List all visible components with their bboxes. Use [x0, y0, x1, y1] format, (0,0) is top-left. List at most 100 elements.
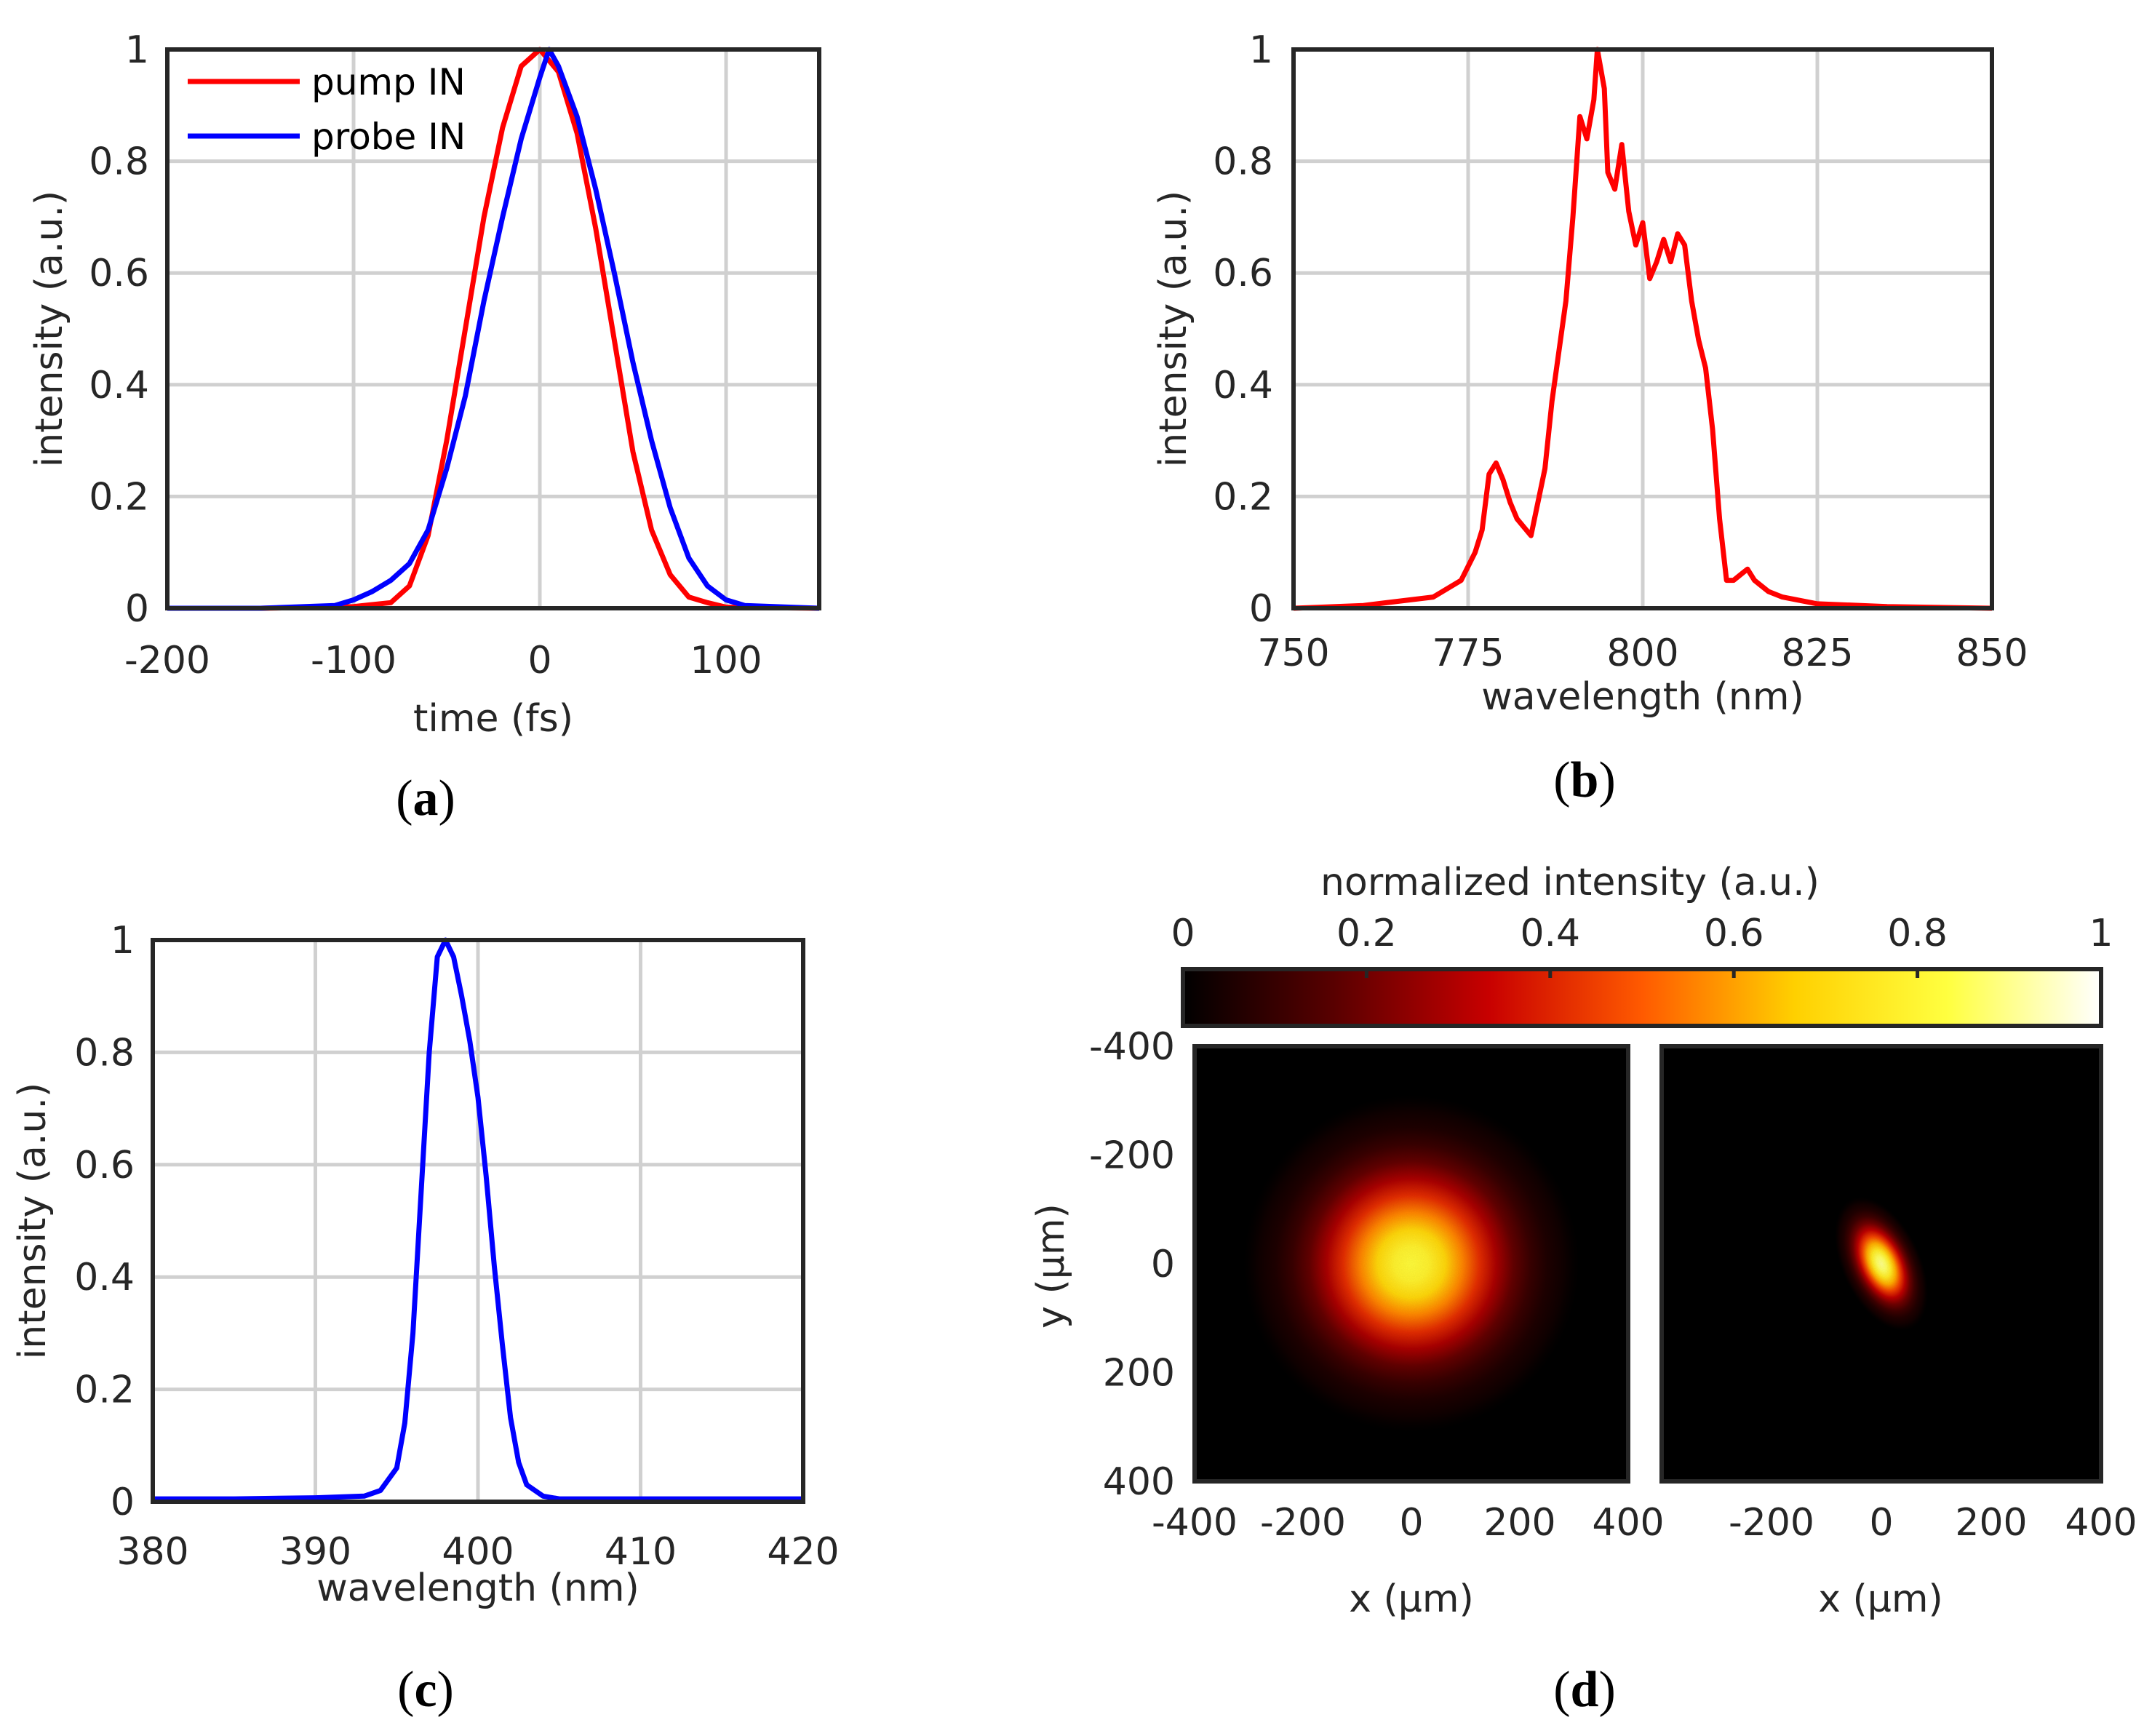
- x-tick-label: 420: [767, 1530, 839, 1574]
- x-tick-label: 750: [1257, 632, 1329, 675]
- y-tick-label: 0.8: [1213, 140, 1273, 184]
- y-tick-label: 0: [1249, 587, 1273, 631]
- y-ticks-c: 0 0.2 0.4 0.6 0.8 1: [74, 919, 135, 1524]
- series-lines-c: [153, 937, 803, 1502]
- x-axis-label-a: time (fs): [413, 697, 573, 741]
- colorbar-tick-label: 0.6: [1704, 912, 1764, 955]
- y-axis-label-d: y (μm): [1029, 1203, 1073, 1329]
- panel-c-probe-spectrum: 380 390 400 410 420 0 0.2 0.4 0.6 0.8 1 wavelengt…: [11, 919, 840, 1718]
- x-axis-label-c: wavelength (nm): [316, 1566, 639, 1610]
- x-axis-label-d-pump: x (μm): [1349, 1577, 1474, 1621]
- x-tick-label: 825: [1781, 632, 1853, 675]
- x-ticks-b: 750 775 800 825 850: [1257, 632, 2028, 675]
- y-tick-label: 200: [1103, 1352, 1175, 1395]
- panel-letter-b: b: [1571, 752, 1599, 808]
- panel-d-beam-profiles: normalized intensity (a.u.) 0 0.2 0.4 0.6 0.…: [1029, 861, 2137, 1718]
- y-tick-label: 0.8: [74, 1031, 135, 1075]
- legend-label-pump: pump IN: [311, 61, 466, 103]
- x-tick-label: 390: [279, 1530, 351, 1574]
- series-line-spectrum: [153, 937, 803, 1502]
- y-tick-label: 0.2: [1213, 475, 1273, 519]
- panel-label-b: (b): [1553, 752, 1616, 808]
- colorbar-tick-label: 0.8: [1887, 912, 1948, 955]
- y-tick-label: 0: [1151, 1243, 1175, 1286]
- axes-frame-a: [165, 47, 821, 610]
- x-tick-label: 100: [690, 639, 762, 682]
- x-axis-label-d-probe: x (μm): [1818, 1577, 1943, 1621]
- y-ticks-d: -400 -200 0 200 400: [1089, 1025, 1175, 1504]
- panel-b-pump-spectrum: 750 775 800 825 850 0 0.2 0.4 0.6 0.8 1 wavelengt…: [1152, 28, 2028, 808]
- y-ticks-a: 0 0.2 0.4 0.6 0.8 1: [89, 28, 149, 631]
- x-tick-label: 0: [1399, 1501, 1423, 1545]
- x-tick-label: 400: [2065, 1501, 2137, 1545]
- y-tick-label: 0.4: [74, 1256, 135, 1299]
- x-tick-label: 0: [1869, 1501, 1893, 1545]
- beam-image-pump-frame: [1192, 1044, 1630, 1484]
- y-tick-label: -200: [1089, 1134, 1175, 1178]
- y-tick-label: 0: [125, 587, 149, 631]
- y-tick-label: 0.2: [89, 475, 149, 519]
- x-tick-label: 380: [116, 1530, 188, 1574]
- beam-image-probe-noise: [1662, 1046, 2101, 1481]
- beam-image-probe: [1659, 1044, 2103, 1484]
- x-tick-label: -400: [1152, 1501, 1238, 1545]
- colorbar-tick-label: 0: [1171, 912, 1195, 955]
- y-axis-label-b: intensity (a.u.): [1152, 191, 1195, 467]
- x-ticks-a: -200 -100 0 100: [124, 639, 762, 682]
- panel-label-a: (a): [396, 771, 455, 827]
- x-tick-label: -200: [124, 639, 210, 682]
- axes-frame-b: [1291, 47, 1994, 610]
- x-tick-label: -200: [1260, 1501, 1346, 1545]
- beam-image-probe-frame: [1659, 1044, 2103, 1484]
- beam-image-pump-noise: [1195, 1046, 1628, 1481]
- plot-area-a: [167, 49, 819, 608]
- legend-label-probe: probe IN: [311, 116, 466, 158]
- y-tick-label: 400: [1103, 1460, 1175, 1504]
- panel-letter-c: c: [414, 1662, 437, 1718]
- y-axis-label-c: intensity (a.u.): [11, 1083, 55, 1359]
- series-line-probe-in: [167, 47, 820, 611]
- panel-letter-d: d: [1571, 1662, 1599, 1718]
- y-tick-label: 0.4: [1213, 364, 1273, 407]
- y-tick-label: 0.6: [89, 252, 149, 295]
- y-tick-label: 1: [111, 919, 135, 963]
- x-tick-label: -200: [1729, 1501, 1814, 1545]
- y-tick-label: 0.6: [74, 1144, 135, 1187]
- y-tick-label: 0.6: [1213, 252, 1273, 295]
- panel-letter-a: a: [413, 771, 439, 827]
- x-tick-label: 850: [1956, 632, 2028, 675]
- series-line-spectrum: [1293, 47, 1993, 611]
- x-ticks-d-probe: -200 0 200 400: [1729, 1501, 2137, 1545]
- y-tick-label: 1: [1249, 28, 1273, 72]
- legend-a: pump IN probe IN: [188, 61, 466, 158]
- y-tick-label: 0.2: [74, 1369, 135, 1412]
- y-axis-label-a: intensity (a.u.): [28, 191, 71, 467]
- y-ticks-b: 0 0.2 0.4 0.6 0.8 1: [1213, 28, 1273, 631]
- x-tick-label: 0: [527, 639, 551, 682]
- y-tick-label: 1: [125, 28, 149, 72]
- colorbar-tick-label: 0.4: [1520, 912, 1580, 955]
- y-tick-label: -400: [1089, 1025, 1175, 1069]
- x-axis-label-b: wavelength (nm): [1481, 675, 1804, 719]
- y-tick-label: 0.8: [89, 140, 149, 184]
- beam-image-pump: [1192, 1044, 1630, 1484]
- colorbar-tick-label: 1: [2089, 912, 2113, 955]
- x-tick-label: 775: [1432, 632, 1504, 675]
- x-tick-label: 400: [442, 1530, 514, 1574]
- y-tick-label: 0.4: [89, 364, 149, 407]
- x-tick-label: 410: [605, 1530, 677, 1574]
- colorbar-ticks: 0 0.2 0.4 0.6 0.8 1: [1171, 912, 2113, 955]
- colorbar-tick-marks: [1364, 969, 1920, 978]
- panel-label-c: (c): [397, 1662, 454, 1718]
- x-ticks-c: 380 390 400 410 420: [116, 1530, 839, 1574]
- x-tick-label: 200: [1483, 1501, 1555, 1545]
- colorbar: [1181, 967, 2103, 1028]
- x-tick-label: 200: [1955, 1501, 2027, 1545]
- x-tick-label: 800: [1606, 632, 1678, 675]
- axes-frame-c: [151, 938, 805, 1504]
- panel-a-pulse-time: -200 -100 0 100 0 0.2 0.4 0.6 0.8 1 time (fs) in…: [28, 28, 821, 827]
- panel-label-d: (d): [1553, 1662, 1616, 1718]
- colorbar-label: normalized intensity (a.u.): [1320, 861, 1820, 904]
- colorbar-tick-label: 0.2: [1336, 912, 1397, 955]
